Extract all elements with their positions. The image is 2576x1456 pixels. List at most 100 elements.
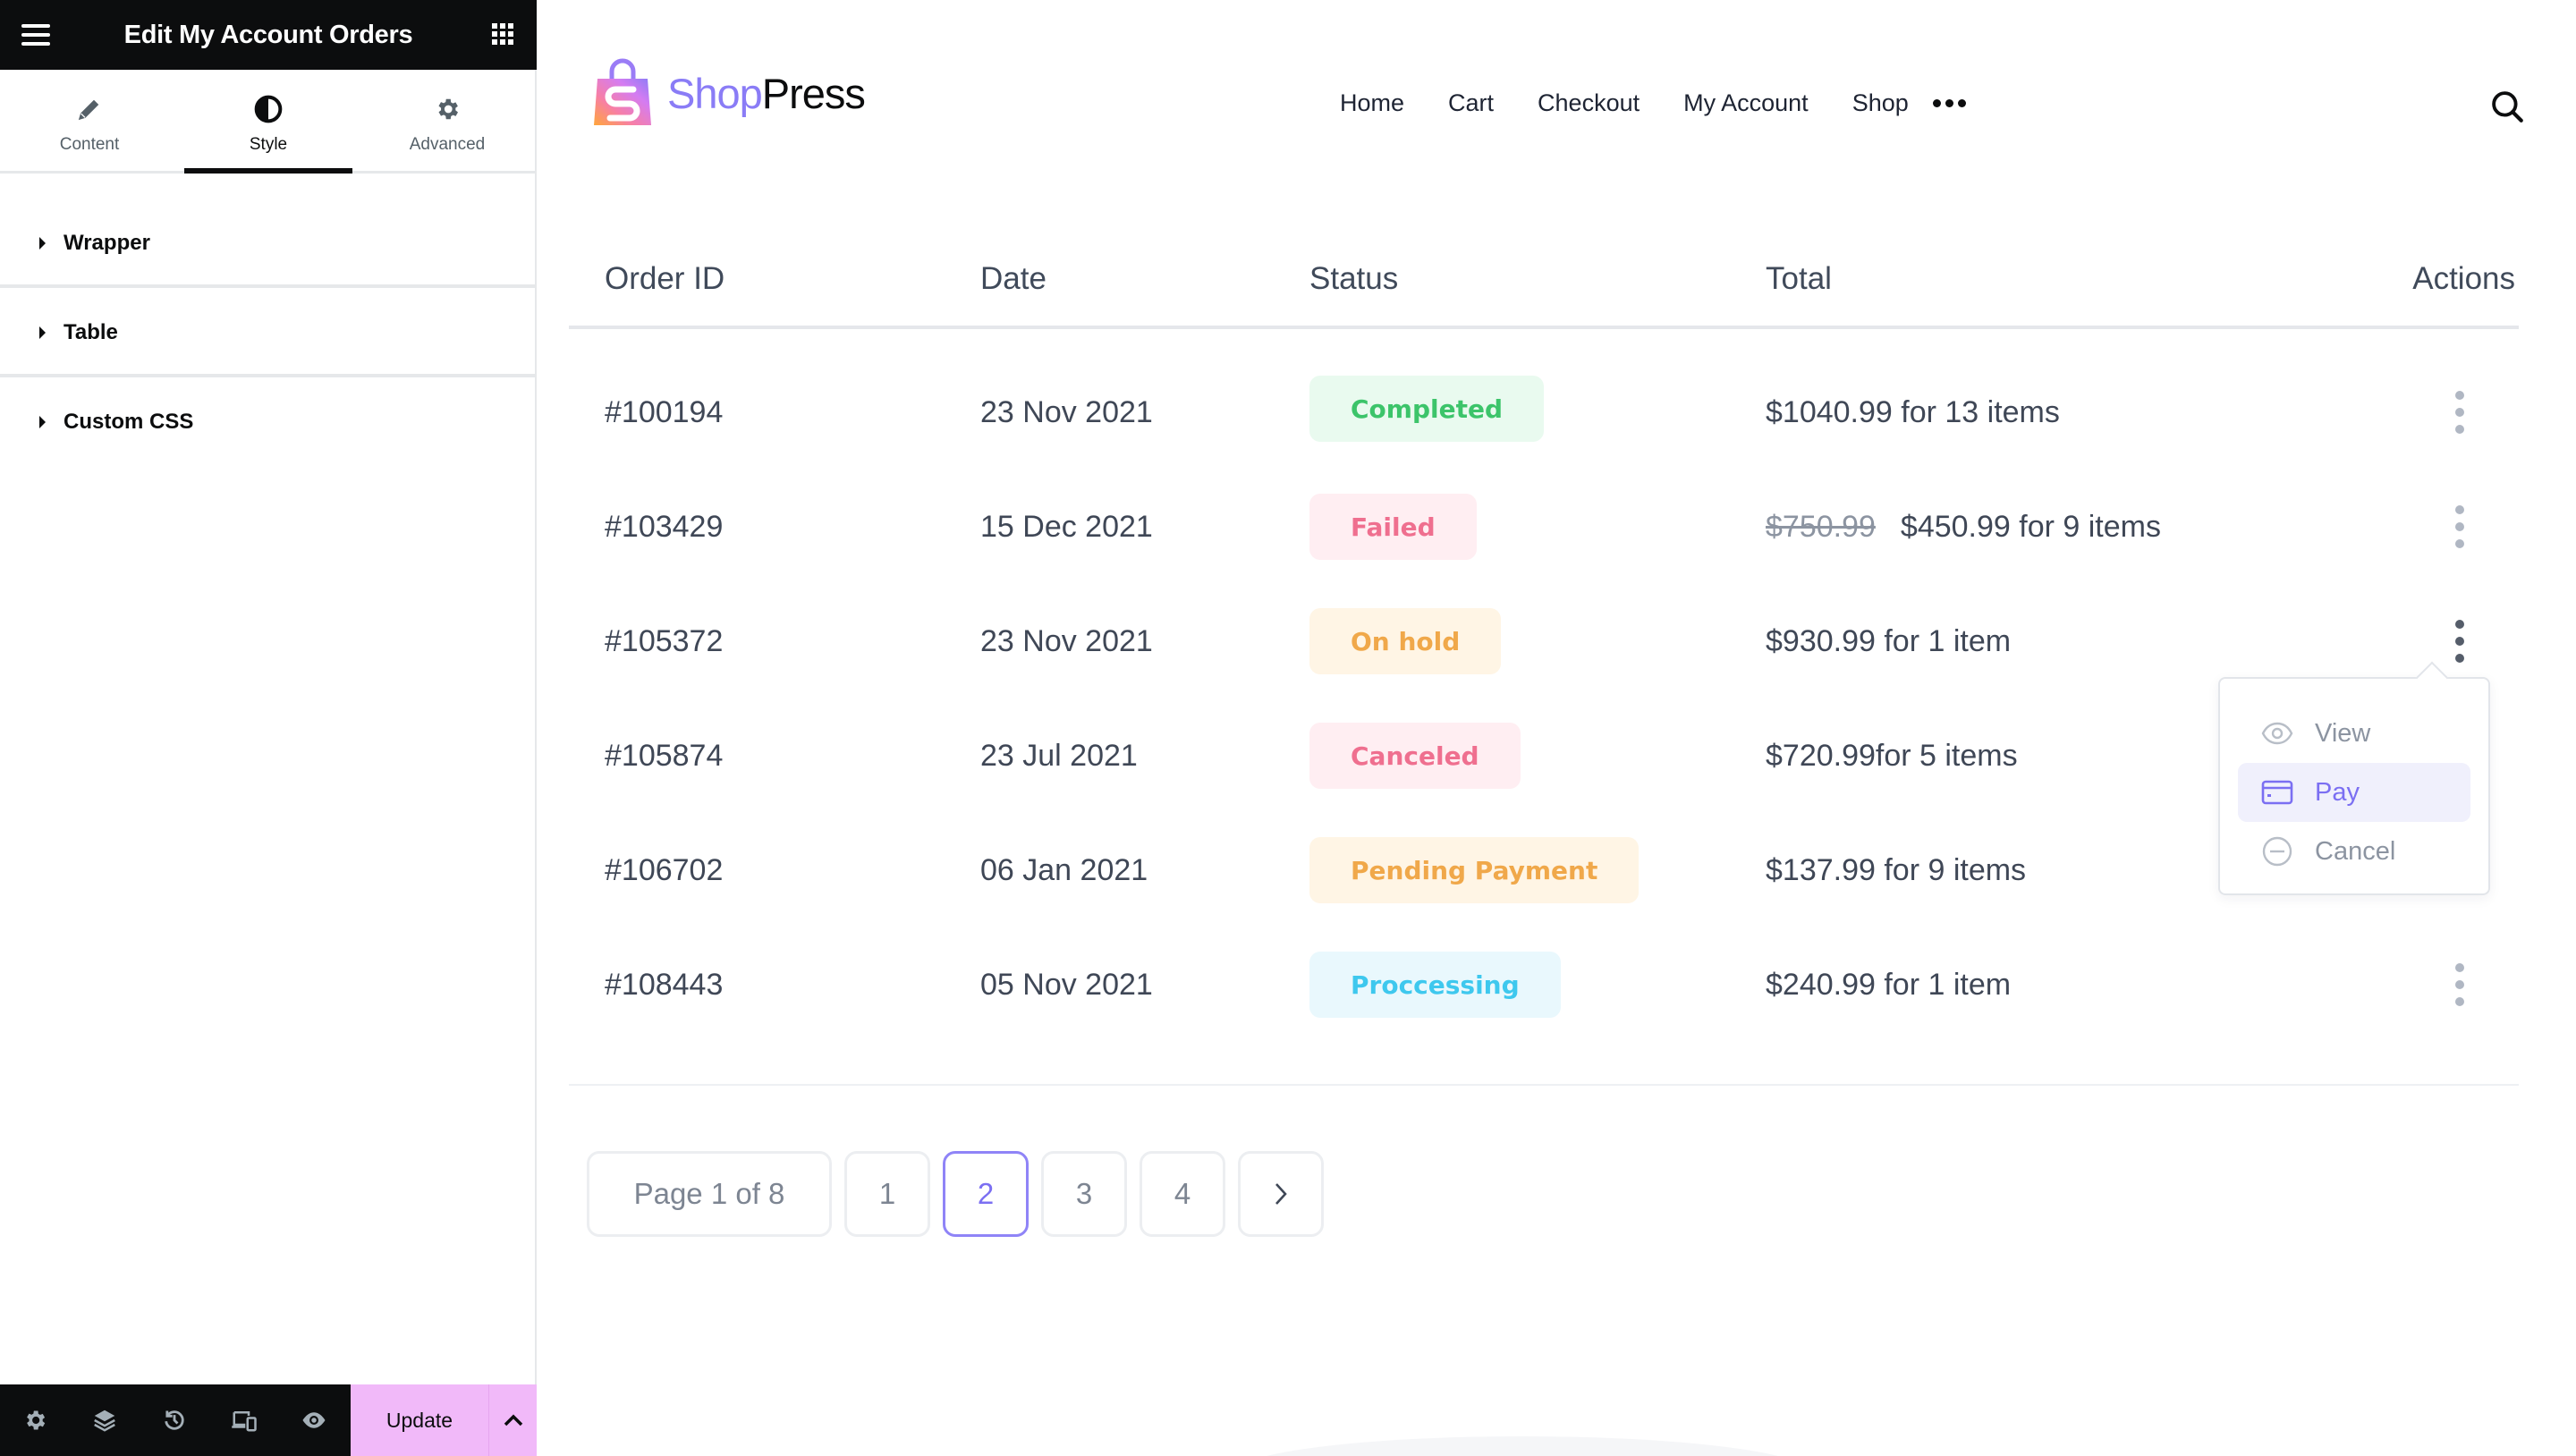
pencil-icon xyxy=(76,94,103,124)
settings-icon xyxy=(27,1410,46,1430)
order-total: $137.99 for 9 items xyxy=(1766,852,2027,887)
responsive-icon xyxy=(232,1411,257,1432)
nav-my-account[interactable]: My Account xyxy=(1683,89,1809,116)
search-button[interactable] xyxy=(2488,88,2526,129)
shopping-bag-logo-icon xyxy=(594,58,651,125)
row-actions-button[interactable] xyxy=(2454,391,2465,434)
order-id[interactable]: #100194 xyxy=(605,394,724,429)
section-table[interactable]: Table xyxy=(0,292,537,377)
column-status: Status xyxy=(1309,261,1399,296)
eye-icon xyxy=(2261,722,2293,745)
editor-title: Edit My Account Orders xyxy=(123,20,413,49)
order-total-cell: $750.99 $450.99 for 9 items xyxy=(1766,470,2161,584)
table-row: #108443 05 Nov 2021 Proccessing $240.99 … xyxy=(569,927,2519,1042)
tab-style[interactable]: Style xyxy=(179,70,358,174)
row-actions-button[interactable] xyxy=(2454,505,2465,548)
order-date: 23 Jul 2021 xyxy=(980,738,1138,773)
order-id[interactable]: #106702 xyxy=(605,852,724,887)
order-total: $1040.99 for 13 items xyxy=(1766,394,2060,429)
editor-footer: Update xyxy=(0,1384,537,1456)
tab-content[interactable]: Content xyxy=(0,70,179,171)
history-button[interactable] xyxy=(140,1384,209,1456)
editor-tabs: Content Style Advanced xyxy=(0,70,537,174)
menu-item-pay[interactable]: Pay xyxy=(2238,763,2470,822)
caret-right-icon xyxy=(39,237,46,250)
tab-content-label: Content xyxy=(59,134,120,154)
history-icon xyxy=(165,1410,184,1430)
tab-advanced-label: Advanced xyxy=(409,134,486,154)
status-badge: On hold xyxy=(1309,608,1502,674)
column-date: Date xyxy=(980,261,1046,296)
save-options-button[interactable] xyxy=(488,1384,537,1456)
page-preview: Shop Press Home Cart Checkout My Account … xyxy=(538,0,2576,1456)
menu-item-cancel-label: Cancel xyxy=(2315,836,2396,866)
nav-checkout[interactable]: Checkout xyxy=(1538,89,1640,116)
section-wrapper-label: Wrapper xyxy=(64,231,150,255)
section-table-label: Table xyxy=(64,320,118,344)
order-date: 05 Nov 2021 xyxy=(980,967,1153,1002)
settings-button[interactable] xyxy=(0,1384,70,1456)
table-row: #106702 06 Jan 2021 Pending Payment $137… xyxy=(569,813,2519,927)
page-button-3[interactable]: 3 xyxy=(1041,1151,1127,1237)
more-horizontal-icon[interactable] xyxy=(1932,99,1966,107)
preview-button[interactable] xyxy=(279,1384,349,1456)
order-total: $720.99for 5 items xyxy=(1766,738,2018,773)
order-date: 23 Nov 2021 xyxy=(980,623,1153,658)
menu-item-cancel[interactable]: Cancel xyxy=(2238,822,2470,881)
update-button[interactable]: Update xyxy=(351,1384,488,1456)
editor-panel: Edit My Account Orders Content Style Adv… xyxy=(0,0,537,1456)
chevron-up-icon xyxy=(504,1414,522,1426)
gear-icon xyxy=(434,94,461,124)
nav-cart[interactable]: Cart xyxy=(1448,89,1495,116)
caret-right-icon xyxy=(39,326,46,339)
order-total: $240.99 for 1 item xyxy=(1766,967,2012,1002)
editor-header: Edit My Account Orders xyxy=(0,0,537,70)
table-row: #105372 23 Nov 2021 On hold $930.99 for … xyxy=(569,584,2519,698)
search-icon xyxy=(2492,91,2523,123)
nav-home[interactable]: Home xyxy=(1340,89,1405,116)
row-actions-menu: View Pay Cancel xyxy=(2218,677,2490,895)
menu-item-view[interactable]: View xyxy=(2238,704,2470,763)
status-badge: Proccessing xyxy=(1309,952,1561,1018)
logo-text-press: Press xyxy=(761,69,866,117)
page-button-2[interactable]: 2 xyxy=(943,1151,1029,1237)
column-actions: Actions xyxy=(2412,261,2515,296)
pagination: Page 1 of 8 1 2 3 4 xyxy=(587,1151,1336,1237)
logo-text-shop: Shop xyxy=(667,69,763,117)
order-total: $930.99 for 1 item xyxy=(1766,623,2012,658)
hamburger-menu-icon[interactable] xyxy=(21,24,50,46)
table-row: #100194 23 Nov 2021 Completed $1040.99 f… xyxy=(569,355,2519,470)
table-row: #103429 15 Dec 2021 Failed $750.99 $450.… xyxy=(569,470,2519,584)
tab-advanced[interactable]: Advanced xyxy=(358,70,537,171)
status-badge: Completed xyxy=(1309,376,1545,442)
navigator-button[interactable] xyxy=(70,1384,140,1456)
table-bottom-divider xyxy=(569,1084,2519,1086)
order-id[interactable]: #105372 xyxy=(605,623,724,658)
row-actions-button[interactable] xyxy=(2454,963,2465,1006)
section-custom-css-label: Custom CSS xyxy=(64,410,194,434)
row-actions-button[interactable] xyxy=(2454,620,2465,663)
order-id[interactable]: #103429 xyxy=(605,509,724,544)
tab-style-label: Style xyxy=(249,134,288,154)
page-button-1[interactable]: 1 xyxy=(844,1151,930,1237)
order-id[interactable]: #108443 xyxy=(605,967,724,1002)
responsive-mode-button[interactable] xyxy=(209,1384,279,1456)
order-date: 15 Dec 2021 xyxy=(980,509,1153,544)
menu-item-view-label: View xyxy=(2315,718,2371,748)
site-logo[interactable]: Shop Press xyxy=(590,57,866,129)
order-total: $450.99 for 9 items xyxy=(1900,509,2161,544)
column-total: Total xyxy=(1766,261,1832,296)
status-badge: Failed xyxy=(1309,494,1477,560)
menu-item-pay-label: Pay xyxy=(2315,777,2360,807)
section-custom-css[interactable]: Custom CSS xyxy=(0,379,537,465)
preview-icon xyxy=(302,1412,326,1428)
widgets-grid-icon[interactable] xyxy=(492,23,513,45)
chevron-right-icon xyxy=(1275,1183,1287,1205)
section-wrapper[interactable]: Wrapper xyxy=(0,202,537,288)
main-nav: Home Cart Checkout My Account Shop xyxy=(1340,89,1966,117)
nav-shop[interactable]: Shop xyxy=(1852,89,1909,116)
contrast-icon xyxy=(254,94,283,124)
order-id[interactable]: #105874 xyxy=(605,738,724,773)
next-page-button[interactable] xyxy=(1238,1151,1324,1237)
page-button-4[interactable]: 4 xyxy=(1140,1151,1225,1237)
